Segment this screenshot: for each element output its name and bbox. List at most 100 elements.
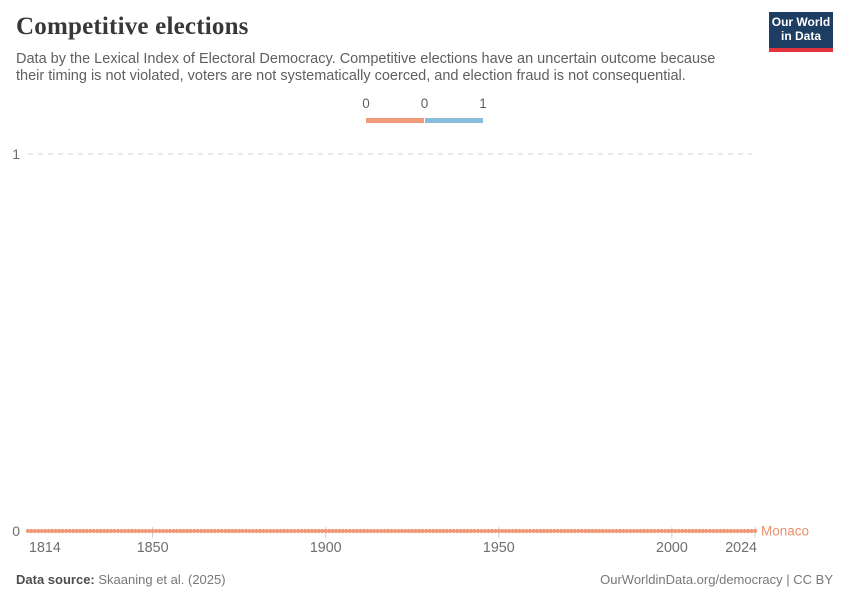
data-point [424,528,429,534]
data-point [635,528,640,534]
data-point [642,528,647,534]
data-point [67,528,72,534]
data-point [337,528,342,534]
data-point [223,528,228,534]
data-point [299,528,304,534]
data-point [115,528,121,534]
data-point [503,528,508,534]
data-point [250,528,256,534]
data-point [399,528,404,534]
page-title: Competitive elections [16,13,249,40]
data-point [520,528,526,534]
data-point [687,528,692,534]
data-point [676,528,681,534]
data-point [216,528,221,534]
data-point [50,528,55,534]
data-point [652,528,657,534]
data-point [178,528,183,534]
color-scale-legend[interactable]: 0 0 1 [362,96,487,123]
data-point [164,528,169,534]
data-point [427,528,432,534]
data-point [254,528,259,534]
data-point [434,528,439,534]
data-point [185,528,190,534]
data-point [739,528,744,534]
data-point [631,528,636,534]
data-point [244,528,249,534]
data-point [465,528,470,534]
data-point [711,528,716,534]
x-axis-tick-label: 1850 [137,540,169,556]
data-point [389,528,394,534]
data-point [514,528,519,534]
data-point [680,528,685,534]
data-point [704,528,709,534]
data-point [261,528,266,534]
data-point [212,528,218,534]
data-point [53,528,58,534]
data-point [392,528,398,534]
series-monaco[interactable] [25,528,758,534]
owid-logo-line2: in Data [780,29,821,43]
data-point [209,528,214,534]
entity-label[interactable]: Monaco [761,524,809,539]
data-point [752,528,758,534]
data-point [545,528,550,534]
data-point [316,528,321,534]
data-point [43,528,48,534]
data-point [230,528,235,534]
data-point [160,528,166,534]
data-point [610,528,616,534]
data-point [108,528,114,534]
data-point [167,528,173,534]
data-point [721,528,726,534]
data-point [444,528,449,534]
data-point [430,528,436,534]
data-point [219,528,224,534]
data-point [527,528,533,534]
data-point [237,528,242,534]
data-point [354,528,359,534]
data-point [88,528,93,534]
data-point [46,528,51,534]
data-point [586,528,591,534]
data-point [600,528,605,534]
chart-footer: Data source: Skaaning et al. (2025) OurW… [16,572,833,587]
data-point [202,528,207,534]
legend-bins [366,118,483,123]
data-point [700,528,706,534]
data-point [320,528,325,534]
data-point [174,528,179,534]
data-point [655,528,661,534]
data-point [57,528,62,534]
data-point [572,528,578,534]
data-point [417,528,422,534]
owid-logo[interactable]: Our World in Data [769,12,833,52]
data-point [226,528,231,534]
data-point [63,528,69,534]
data-point [29,528,34,534]
data-point [340,528,346,534]
data-point [486,528,491,534]
data-point [489,528,494,534]
data-point [285,528,290,534]
data-point [379,528,384,534]
data-point [728,528,733,534]
data-point [157,528,162,534]
data-point [95,528,100,534]
data-point [119,528,124,534]
data-point [604,528,609,534]
legend-bin[interactable] [425,118,483,123]
data-point [645,528,650,534]
data-point [98,528,103,534]
data-point [666,528,671,534]
data-point [662,528,668,534]
data-point [690,528,695,534]
data-point [295,528,301,534]
data-point [240,528,245,534]
data-point [548,528,553,534]
legend-bin[interactable] [366,118,424,123]
data-point [136,528,141,534]
data-point [469,528,474,534]
